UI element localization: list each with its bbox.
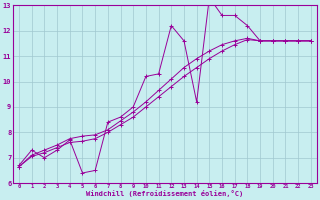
X-axis label: Windchill (Refroidissement éolien,°C): Windchill (Refroidissement éolien,°C) [86,190,244,197]
